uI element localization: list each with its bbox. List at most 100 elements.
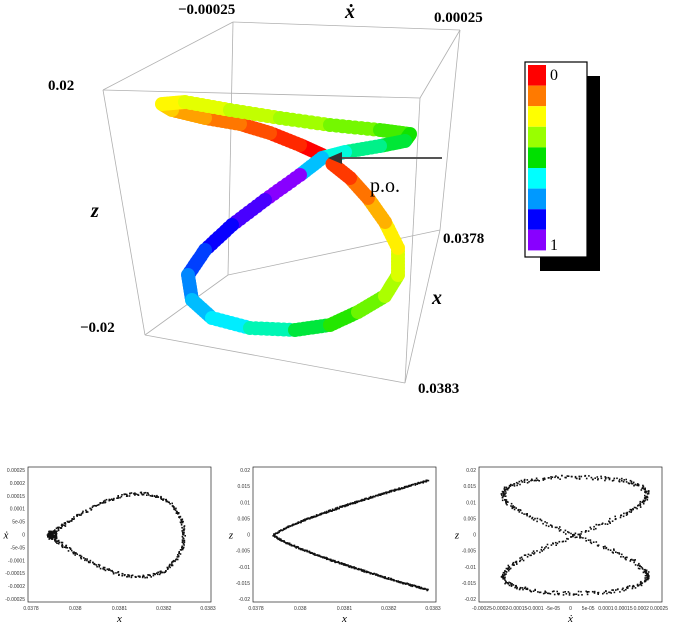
scatter-point <box>387 491 389 493</box>
scatter-point <box>625 512 628 514</box>
scatter-point <box>58 541 61 544</box>
scatter-point <box>317 554 319 556</box>
scatter-point <box>580 533 582 535</box>
scatter-point <box>121 574 123 577</box>
scatter-point <box>622 481 625 483</box>
scatter-point <box>329 558 332 561</box>
scatter-point <box>506 488 509 491</box>
scatter-point <box>184 535 186 537</box>
scatter-point <box>418 586 421 588</box>
scatter-point <box>74 554 76 556</box>
scatter-point <box>130 574 133 577</box>
scatter-point <box>311 516 313 518</box>
scatter-point <box>626 587 628 589</box>
scatter-point <box>299 548 302 551</box>
y-tick-label: 0.015 <box>237 484 250 490</box>
scatter-point <box>531 478 533 481</box>
scatter-point <box>616 477 618 480</box>
scatter-point <box>628 510 631 513</box>
scatter-point <box>547 592 549 595</box>
scatter-point <box>426 589 428 592</box>
scatter-point <box>104 499 106 502</box>
scatter-point <box>503 489 506 492</box>
scatter-point <box>611 520 614 522</box>
scatter-point <box>534 517 536 520</box>
scatter-point <box>84 558 87 560</box>
scatter-point <box>646 496 649 499</box>
scatter-point <box>344 505 346 508</box>
scatter-point <box>551 590 554 593</box>
scatter-point <box>553 593 556 596</box>
scatter-point <box>146 576 148 579</box>
scatter-point <box>566 537 568 540</box>
scatter-point <box>383 576 385 578</box>
scatter-point <box>276 536 278 539</box>
scatter-point <box>590 476 593 479</box>
scatter-point <box>171 562 173 564</box>
scatter-point <box>644 568 646 571</box>
scatter-point <box>420 481 422 484</box>
scatter-point <box>130 492 133 494</box>
scatter-point <box>530 590 533 593</box>
scatter-point <box>364 497 366 500</box>
scatter-point <box>368 497 370 500</box>
scatter-point <box>181 541 184 543</box>
axis-label-xdot: ẋ <box>344 1 355 23</box>
scatter-point <box>139 491 142 494</box>
scatter-point <box>523 481 526 483</box>
scatter-point <box>412 584 414 587</box>
panel-frame <box>478 466 663 603</box>
scatter-point <box>577 594 580 596</box>
scatter-point <box>516 587 518 590</box>
scatter-point <box>551 526 553 528</box>
scatter-point <box>295 523 298 525</box>
scatter-point <box>639 564 641 567</box>
scatter-point <box>60 524 63 527</box>
scatter-point <box>544 590 546 593</box>
scatter-point <box>643 500 646 503</box>
scatter-point <box>594 477 596 479</box>
scatter-point <box>339 562 341 565</box>
scatter-point <box>68 547 71 549</box>
scatter-point <box>504 570 506 572</box>
scatter-point <box>521 558 524 560</box>
scatter-point <box>637 483 639 485</box>
scatter-point <box>588 591 590 593</box>
scatter-point <box>645 574 648 576</box>
scatter-point <box>633 484 635 487</box>
scatter-point <box>105 498 108 501</box>
scatter-point <box>625 481 628 483</box>
scatter-point <box>61 541 64 544</box>
scatter-point <box>627 585 629 588</box>
scatter-point <box>520 556 523 559</box>
y-tick-label: 0.015 <box>463 484 476 490</box>
scatter-point <box>639 506 642 508</box>
scatter-point <box>544 478 546 480</box>
scatter-point <box>126 576 128 578</box>
scatter-point <box>93 504 96 507</box>
scatter-point <box>564 591 566 593</box>
scatter-point <box>308 551 311 553</box>
scatter-point <box>537 591 539 593</box>
scatter-point <box>557 593 560 596</box>
scatter-point <box>360 568 362 571</box>
scatter-point <box>318 514 321 516</box>
scatter-point <box>557 477 559 479</box>
y-tick-label: 0 <box>247 533 250 539</box>
scatter-point <box>400 581 402 583</box>
scatter-point <box>567 538 569 540</box>
scatter-point <box>590 542 593 545</box>
scatter-point <box>141 494 144 496</box>
scatter-point <box>647 574 650 576</box>
scatter-point <box>72 551 74 554</box>
scatter-point <box>621 479 623 482</box>
scatter-point <box>593 525 595 528</box>
scatter-point <box>644 499 646 502</box>
scatter-point <box>644 571 647 574</box>
scatter-point <box>422 480 425 482</box>
scatter-point <box>523 478 526 481</box>
scatter-point <box>505 573 507 575</box>
scatter-point <box>118 573 120 576</box>
scatter-point <box>166 500 169 503</box>
scatter-point <box>409 485 411 487</box>
